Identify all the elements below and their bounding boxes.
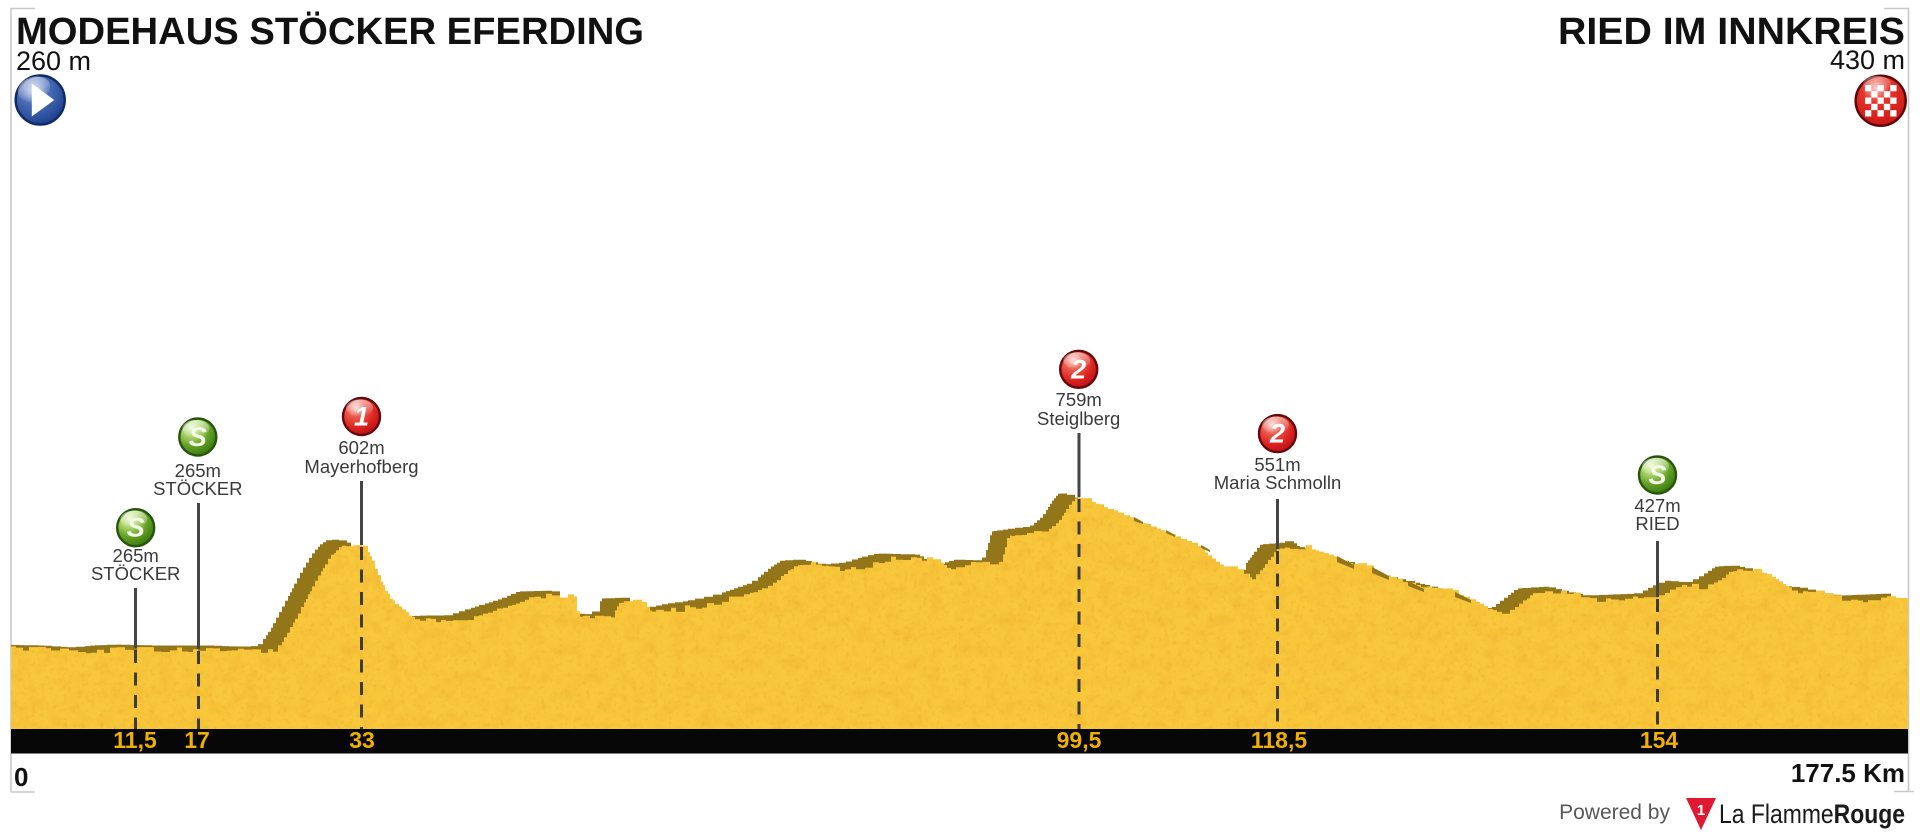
svg-text:0: 0 bbox=[14, 762, 28, 792]
svg-text:2: 2 bbox=[1070, 354, 1086, 384]
svg-text:Steiglberg: Steiglberg bbox=[1037, 408, 1120, 429]
svg-text:1: 1 bbox=[1697, 802, 1705, 819]
svg-text:154: 154 bbox=[1640, 727, 1679, 753]
svg-text:STÖCKER: STÖCKER bbox=[91, 563, 180, 584]
svg-text:118,5: 118,5 bbox=[1251, 727, 1307, 753]
svg-text:RIED: RIED bbox=[1635, 513, 1679, 534]
svg-text:La FlammeRouge: La FlammeRouge bbox=[1719, 799, 1905, 829]
svg-text:S: S bbox=[189, 422, 207, 452]
svg-text:Powered by: Powered by bbox=[1559, 801, 1670, 824]
svg-text:427m: 427m bbox=[1634, 495, 1680, 516]
svg-text:STÖCKER: STÖCKER bbox=[153, 478, 242, 499]
svg-text:Mayerhofberg: Mayerhofberg bbox=[304, 456, 418, 477]
svg-text:33: 33 bbox=[349, 727, 375, 753]
svg-text:S: S bbox=[127, 513, 145, 543]
svg-text:Maria Schmolln: Maria Schmolln bbox=[1214, 472, 1342, 493]
svg-text:551m: 551m bbox=[1254, 454, 1300, 475]
svg-text:RIED IM INNKREIS: RIED IM INNKREIS bbox=[1558, 11, 1905, 53]
svg-text:430 m: 430 m bbox=[1830, 45, 1905, 75]
svg-text:99,5: 99,5 bbox=[1057, 727, 1102, 753]
svg-text:759m: 759m bbox=[1056, 389, 1102, 410]
svg-text:11,5: 11,5 bbox=[113, 727, 157, 753]
svg-text:265m: 265m bbox=[113, 545, 159, 566]
svg-text:1: 1 bbox=[354, 402, 369, 432]
svg-text:260 m: 260 m bbox=[16, 46, 91, 76]
svg-text:MODEHAUS STÖCKER EFERDING: MODEHAUS STÖCKER EFERDING bbox=[16, 10, 644, 53]
svg-text:602m: 602m bbox=[338, 437, 384, 458]
svg-text:2: 2 bbox=[1269, 419, 1285, 449]
svg-text:265m: 265m bbox=[175, 460, 221, 481]
svg-text:S: S bbox=[1648, 460, 1666, 490]
svg-text:177.5 Km: 177.5 Km bbox=[1791, 758, 1905, 788]
svg-text:17: 17 bbox=[184, 727, 210, 753]
